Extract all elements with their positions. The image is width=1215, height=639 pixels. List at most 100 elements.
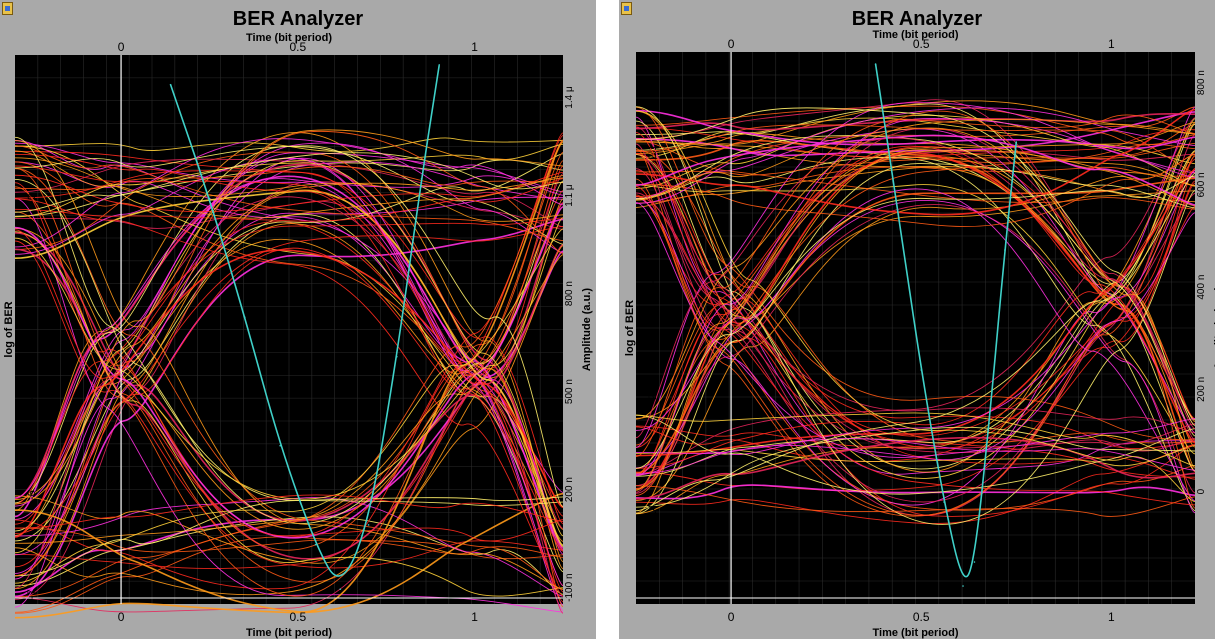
eye-trace (14, 162, 564, 537)
eye-trace (14, 173, 564, 613)
ber-curve-point (897, 213, 900, 215)
y-right-tick-label: 800 n (1196, 70, 1207, 95)
eye-trace (635, 100, 1196, 154)
eye-trace (635, 436, 1196, 500)
x-tick-label-bottom: 1 (471, 610, 478, 624)
y-left-tick-label: -2.4 (647, 505, 659, 524)
eye-trace (14, 167, 564, 551)
eye-trace (635, 114, 1196, 458)
y-right-tick-label: 200 n (1196, 377, 1207, 402)
y-left-tick-label: -5 (26, 391, 38, 401)
eye-trace (635, 154, 1196, 227)
eye-trace (635, 202, 1196, 458)
eye-trace (635, 414, 1196, 495)
eye-trace (14, 217, 564, 505)
eye-trace (635, 175, 1196, 469)
eye-trace (635, 107, 1196, 426)
eye-trace (635, 137, 1196, 439)
eye-trace (14, 249, 564, 538)
eye-trace (14, 138, 564, 248)
eye-trace (635, 151, 1196, 517)
eye-trace (14, 231, 564, 597)
eye-trace (635, 166, 1196, 448)
eye-trace (14, 141, 564, 613)
eye-trace (14, 178, 564, 222)
ber-curve-point (244, 316, 246, 318)
eye-trace (635, 145, 1196, 448)
eye-trace (635, 126, 1196, 453)
ber-curve-point (208, 197, 211, 200)
eye-trace (635, 484, 1196, 500)
eye-trace (635, 173, 1196, 512)
eye-trace (635, 200, 1196, 514)
eye-trace (14, 139, 564, 549)
y-left-tick-label: -7 (26, 589, 38, 599)
eye-trace (14, 161, 564, 507)
ber-curve-point (962, 585, 964, 587)
eye-trace (14, 229, 564, 542)
y-right-tick-label: 1.4 μ (564, 86, 575, 109)
ber-curve-point (420, 177, 423, 180)
ber-curve-point (169, 83, 172, 86)
ber-curve-point (1004, 249, 1006, 251)
eye-trace (14, 134, 564, 590)
eye-trace (14, 217, 564, 500)
x-axis-label-bottom: Time (bit period) (246, 627, 332, 639)
eye-trace (14, 516, 564, 595)
eye-trace (635, 154, 1196, 502)
ber-curve-point (920, 369, 923, 371)
ber-curve-point (396, 355, 398, 358)
y-left-axis-label: log of BER (624, 300, 636, 356)
eye-trace (14, 140, 564, 590)
x-tick-label-top: 0.5 (289, 40, 306, 54)
eye-trace (14, 165, 564, 593)
eye-trace (635, 412, 1196, 467)
y-right-tick-label: 500 n (564, 379, 575, 404)
x-tick-label-top: 1 (1108, 37, 1115, 51)
eye-trace (14, 145, 564, 504)
eye-trace (14, 153, 564, 603)
x-tick-label-top: 0 (728, 37, 735, 51)
y-right-tick-label: 0 (1196, 488, 1207, 494)
window-app-icon[interactable] (621, 2, 632, 15)
y-right-tick-label: 400 n (1196, 275, 1207, 300)
window-app-icon[interactable] (2, 2, 13, 15)
eye-trace (14, 175, 564, 499)
eye-trace (635, 107, 1196, 204)
ber-curve-point (438, 64, 441, 66)
eye-trace (14, 247, 564, 552)
eye-trace (14, 202, 564, 560)
ber-curve (874, 63, 1018, 578)
eye-trace (635, 157, 1196, 512)
y-right-tick-label: 200 n (564, 477, 575, 502)
eye-trace (635, 121, 1196, 491)
x-tick-label-bottom: 0.5 (289, 610, 306, 624)
eye-trace (14, 161, 564, 493)
eye-trace (635, 124, 1196, 153)
ber-curve-point (314, 543, 317, 546)
ber-curve-point (279, 444, 281, 447)
eye-trace (14, 163, 564, 551)
chart-title: BER Analyzer (232, 8, 364, 30)
eye-trace (635, 105, 1196, 174)
eye-trace (635, 135, 1196, 421)
ber-curve-point (988, 417, 991, 419)
x-tick-label-bottom: 1 (1108, 610, 1115, 624)
eye-trace (14, 130, 564, 577)
y-right-axis-label: Amplitude (a.u.) (581, 288, 593, 371)
eye-trace (635, 128, 1196, 433)
eye-diagram-chart-2: 0 0 0.5 0.5 1 1 Time (bit period) Time (bit per… (624, 29, 1215, 639)
eye-trace (635, 188, 1196, 502)
eye-trace (635, 106, 1196, 441)
ber-curve-point (943, 501, 945, 503)
ber-curve (169, 64, 441, 577)
eye-trace (635, 115, 1196, 189)
x-tick-label-top: 0 (118, 40, 125, 54)
eye-trace (635, 163, 1196, 515)
eye-trace (14, 494, 564, 529)
eye-trace (635, 192, 1196, 434)
eye-trace (14, 177, 564, 505)
eye-trace (14, 157, 564, 611)
eye-trace (635, 438, 1196, 475)
ber-curve-point (367, 524, 370, 526)
